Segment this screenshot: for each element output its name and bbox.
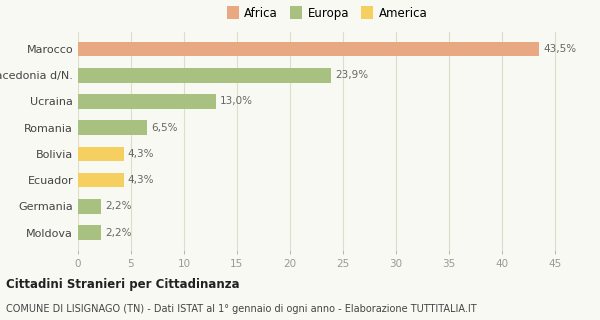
Text: 4,3%: 4,3% <box>128 175 154 185</box>
Bar <box>78 199 101 213</box>
Bar <box>78 42 539 56</box>
Bar <box>78 173 124 187</box>
Text: 4,3%: 4,3% <box>128 149 154 159</box>
Text: 6,5%: 6,5% <box>151 123 178 133</box>
Text: Cittadini Stranieri per Cittadinanza: Cittadini Stranieri per Cittadinanza <box>6 278 239 292</box>
Text: COMUNE DI LISIGNAGO (TN) - Dati ISTAT al 1° gennaio di ogni anno - Elaborazione : COMUNE DI LISIGNAGO (TN) - Dati ISTAT al… <box>6 304 476 314</box>
Bar <box>78 147 124 161</box>
Text: 2,2%: 2,2% <box>106 201 132 211</box>
Text: 43,5%: 43,5% <box>543 44 576 54</box>
Legend: Africa, Europa, America: Africa, Europa, America <box>227 7 427 20</box>
Text: 13,0%: 13,0% <box>220 97 253 107</box>
Text: 23,9%: 23,9% <box>335 70 368 80</box>
Bar <box>78 94 216 109</box>
Bar <box>78 121 147 135</box>
Bar <box>78 68 331 83</box>
Text: 2,2%: 2,2% <box>106 228 132 237</box>
Bar <box>78 225 101 240</box>
